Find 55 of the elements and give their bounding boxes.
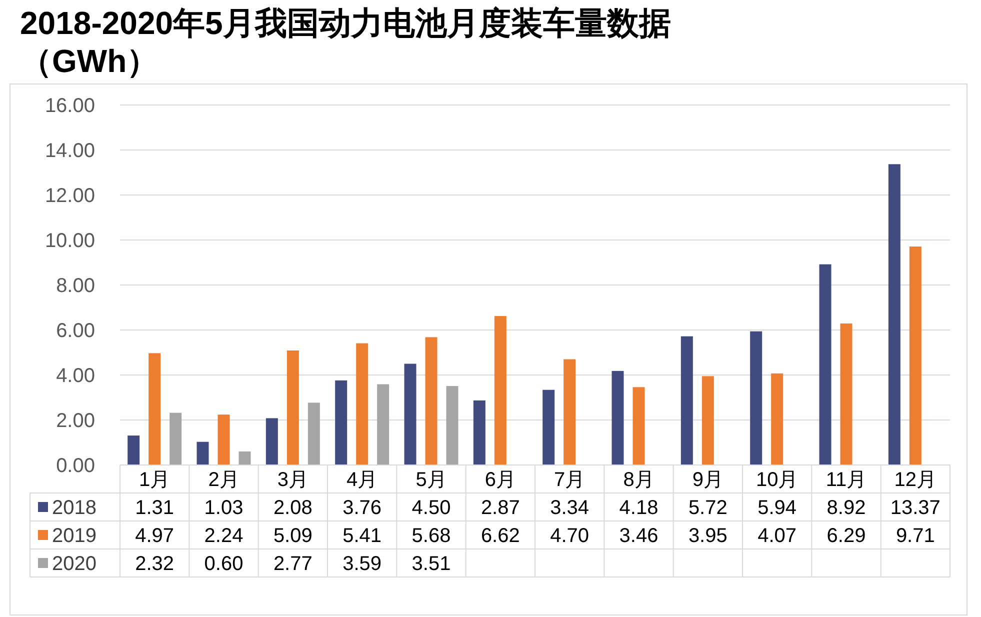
ytick: 12.00 (44, 185, 95, 207)
xtick: 3月 (277, 469, 308, 491)
data-label: 4.70 (550, 525, 590, 547)
data-label: 1.31 (135, 497, 174, 519)
data-label: 3.59 (342, 553, 382, 575)
data-label: 4.18 (619, 497, 658, 519)
xtick: 10月 (756, 469, 798, 491)
data-label: 8.92 (826, 497, 866, 519)
xtick: 12月 (894, 469, 937, 491)
ytick: 0.00 (56, 455, 95, 477)
data-label: 3.46 (619, 525, 658, 547)
data-label: 4.07 (758, 525, 797, 547)
data-label: 4.50 (412, 497, 451, 519)
data-label: 6.29 (826, 525, 866, 547)
xtick: 7月 (554, 469, 586, 491)
ytick: 2.00 (56, 410, 95, 432)
legend-label: 2018 (52, 497, 96, 519)
ytick: 4.00 (56, 365, 95, 387)
data-label: 5.09 (273, 525, 312, 547)
data-label: 2.77 (273, 553, 312, 575)
data-label: 1.03 (204, 497, 244, 519)
title: （GWh） (20, 43, 159, 79)
data-label: 3.34 (550, 497, 590, 519)
data-label: 13.37 (890, 497, 940, 519)
ytick: 8.00 (56, 275, 95, 297)
ytick: 10.00 (44, 230, 95, 252)
xtick: 11月 (826, 469, 867, 491)
ytick: 14.00 (44, 140, 95, 162)
data-label: 5.94 (758, 497, 797, 519)
data-label: 3.51 (412, 553, 451, 575)
data-label: 2.08 (273, 497, 312, 519)
xtick: 2月 (208, 469, 240, 491)
xtick: 5月 (416, 469, 447, 491)
xtick: 1月 (139, 469, 170, 491)
xtick: 8月 (623, 469, 654, 491)
data-label: 6.62 (480, 525, 520, 547)
legend-label: 2020 (52, 553, 96, 575)
title: 2018-2020年5月我国动力电池月度装车量数据 (20, 5, 671, 41)
xtick: 6月 (484, 469, 516, 491)
data-label: 5.72 (688, 497, 728, 519)
data-label: 2.32 (135, 553, 174, 575)
data-label: 5.68 (412, 525, 451, 547)
ytick: 16.00 (44, 95, 95, 117)
data-label: 2.24 (204, 525, 244, 547)
data-label: 0.60 (204, 553, 244, 575)
data-label: 9.71 (896, 525, 935, 547)
data-label: 2.87 (480, 497, 520, 519)
data-label: 5.41 (342, 525, 382, 547)
xtick: 9月 (692, 469, 724, 491)
xtick: 4月 (346, 469, 378, 491)
ytick: 6.00 (56, 320, 95, 342)
data-label: 3.95 (688, 525, 728, 547)
legend-label: 2019 (52, 525, 96, 547)
data-label: 4.97 (135, 525, 174, 547)
data-label: 3.76 (342, 497, 382, 519)
